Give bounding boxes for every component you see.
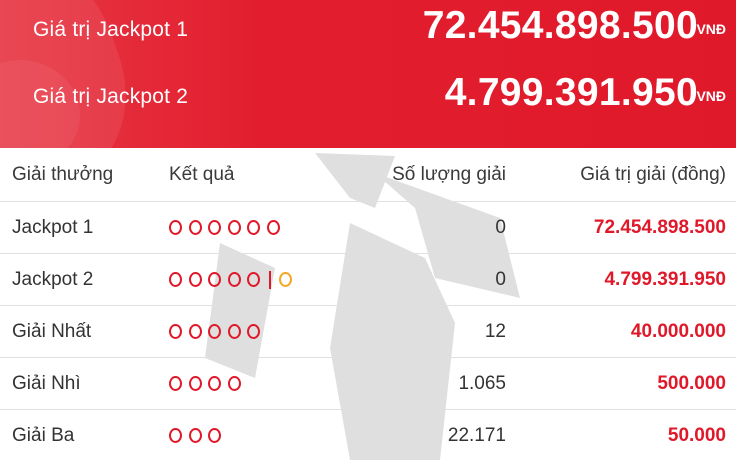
prize-name: Jackpot 1 [12, 216, 94, 238]
jackpot-1-label: Giá trị Jackpot 1 [33, 18, 189, 41]
table-row: Jackpot 1 0 72.454.898.500 [0, 202, 736, 254]
ball-icon [227, 376, 241, 391]
header-prize: Giải thưởng [12, 163, 114, 185]
ball-icon [208, 220, 221, 235]
result-balls [169, 410, 228, 460]
result-balls [169, 306, 267, 357]
ball-icon [188, 376, 202, 391]
ball-icon [188, 428, 202, 443]
header-result: Kết quả [169, 163, 235, 185]
ball-icon [169, 324, 182, 339]
jackpot-2-row: Giá trị Jackpot 2 4.799.391.950 VNĐ [0, 67, 736, 127]
table-body: Jackpot 1 0 72.454.898.500 Jackpot 2 0 4.799.… [0, 202, 736, 460]
jackpot-2-label: Giá trị Jackpot 2 [33, 85, 189, 108]
table-header-row: Giải thưởng Kết quả Số lượng giải Giá tr… [0, 148, 736, 202]
prize-count: 12 [484, 320, 506, 342]
ball-icon [247, 324, 260, 339]
prize-count: 0 [495, 216, 506, 238]
ball-icon [208, 428, 221, 443]
bonus-ball-icon [279, 272, 292, 287]
prize-name: Giải Nhất [12, 320, 92, 342]
table-row: Giải Nhì 1.065 500.000 [0, 358, 736, 410]
header-count: Số lượng giải [392, 163, 506, 185]
prize-count: 0 [495, 268, 506, 290]
ball-icon [188, 324, 202, 339]
ball-icon [247, 220, 260, 235]
jackpot-2-value: 4.799.391.950 [444, 71, 698, 114]
table-row: Giải Nhất 12 40.000.000 [0, 306, 736, 358]
ball-icon [227, 272, 241, 287]
prize-value: 50.000 [667, 424, 726, 446]
prize-count: 22.171 [447, 424, 506, 446]
table-row: Jackpot 2 0 4.799.391.950 [0, 254, 736, 306]
prize-value: 500.000 [657, 372, 726, 394]
prize-name: Giải Nhì [12, 372, 81, 394]
jackpot-1-row: Giá trị Jackpot 1 72.454.898.500 VNĐ [0, 0, 736, 60]
ball-icon [169, 272, 182, 287]
prize-value: 40.000.000 [630, 320, 726, 342]
prize-count: 1.065 [458, 372, 506, 394]
prize-name: Giải Ba [12, 424, 75, 446]
bonus-separator [268, 270, 271, 289]
jackpot-1-value: 72.454.898.500 [422, 4, 698, 47]
jackpot-header: Giá trị Jackpot 1 72.454.898.500 VNĐ Giá… [0, 0, 736, 148]
result-balls [169, 202, 286, 253]
ball-icon [208, 324, 221, 339]
header-value: Giá trị giải (đồng) [580, 163, 726, 185]
ball-icon [266, 220, 280, 235]
ball-icon [208, 272, 221, 287]
result-balls [169, 358, 247, 409]
ball-icon [227, 324, 241, 339]
ball-icon [169, 220, 182, 235]
table-row: Giải Ba 22.171 50.000 [0, 410, 736, 460]
jackpot-2-unit: VNĐ [696, 88, 726, 104]
prize-value: 72.454.898.500 [593, 216, 726, 238]
jackpot-1-unit: VNĐ [696, 21, 726, 37]
ball-icon [247, 272, 260, 287]
ball-icon [188, 220, 202, 235]
ball-icon [169, 428, 182, 443]
prize-name: Jackpot 2 [12, 268, 94, 290]
results-table: Giải thưởng Kết quả Số lượng giải Giá tr… [0, 148, 736, 460]
prize-value: 4.799.391.950 [604, 268, 726, 290]
ball-icon [169, 376, 182, 391]
ball-icon [188, 272, 202, 287]
result-balls [169, 254, 299, 305]
ball-icon [208, 376, 221, 391]
ball-icon [227, 220, 241, 235]
